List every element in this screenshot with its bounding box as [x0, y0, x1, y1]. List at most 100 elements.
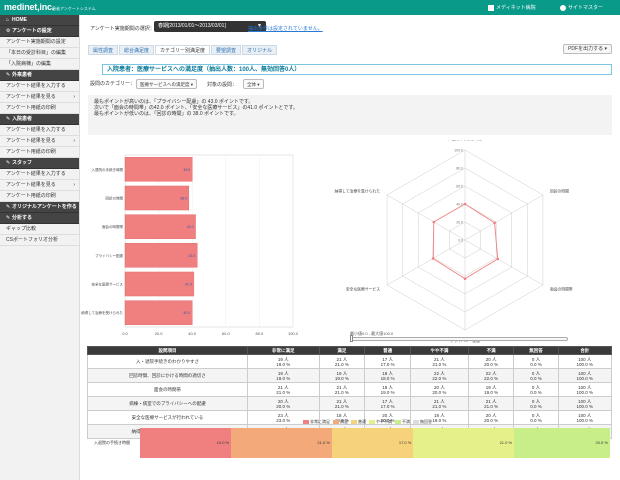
- period-select[interactable]: 春期[2013/01/01〜2013/03/01] ▼: [154, 21, 266, 32]
- sidebar-item[interactable]: CSポートフォリオ分析: [0, 235, 79, 246]
- radar-point[interactable]: [432, 220, 436, 224]
- cell-count: 19 人: [336, 370, 348, 376]
- sidebar-item[interactable]: アンケート用紙の印刷: [0, 191, 79, 202]
- filter-status-link[interactable]: 抽出条件は設定されていません。: [248, 26, 323, 32]
- tab[interactable]: カテゴリー別満足度: [155, 45, 211, 55]
- table-row: 回診時間、回診にかける時間の適切さ 19 人 19.0 % 19 人 19.0 % 18 …: [87, 368, 613, 383]
- sidebar-item-label: アンケート実施期間の設定: [6, 39, 66, 45]
- sidebar-item-label: 分析する: [12, 215, 33, 221]
- hospital-menu[interactable]: メディネット病院: [488, 4, 536, 11]
- tab[interactable]: 要望調査: [211, 45, 242, 55]
- radar-point[interactable]: [463, 202, 467, 206]
- cell-percent: 20.0 %: [484, 361, 499, 367]
- cell-percent: 20.0 %: [432, 389, 447, 395]
- bar[interactable]: [124, 271, 195, 297]
- target-label: 対象の設問：: [207, 82, 238, 88]
- stack-segment[interactable]: 20.0 %: [514, 428, 610, 458]
- sidebar-section-header[interactable]: ✎ 入院患者: [0, 114, 79, 125]
- radar-point[interactable]: [431, 257, 435, 260]
- sidebar-section-header[interactable]: ✎ オリジナルアンケートを作る: [0, 202, 79, 213]
- stack-segment[interactable]: 21.0 %: [413, 428, 515, 458]
- cell-count: 21 人: [277, 384, 289, 390]
- chevron-right-icon: ›: [73, 182, 75, 188]
- question-cell: 回診時間、回診にかける時間の適切さ: [87, 368, 248, 383]
- sidebar-item[interactable]: アンケート用紙の印刷: [0, 103, 79, 114]
- stack-segment[interactable]: 17.0 %: [331, 428, 414, 458]
- table-cell: 18 人 18.0 %: [364, 368, 411, 383]
- sidebar-section-header[interactable]: ⌂ HOME: [0, 15, 79, 26]
- cell-percent: 23.0 %: [276, 417, 291, 423]
- sidebar-item[interactable]: アンケート結果を入力する: [0, 169, 79, 180]
- cell-count: 19 人: [433, 412, 445, 418]
- bar[interactable]: [124, 214, 196, 239]
- bar[interactable]: [124, 243, 198, 268]
- sidebar-section-header[interactable]: ✎ スタッフ: [0, 158, 79, 169]
- cell-percent: 21.0 %: [432, 361, 447, 367]
- radar-point[interactable]: [493, 221, 496, 225]
- cell-count: 22 人: [485, 370, 497, 376]
- question-cell: 面会の時間帯: [87, 382, 248, 397]
- category-select[interactable]: 医療サービスへの満足度 ▾: [136, 79, 198, 89]
- sidebar-item[interactable]: 「入院病棟」の編集: [0, 59, 79, 70]
- slider-handle[interactable]: [350, 335, 353, 342]
- cell-count: 21 人: [433, 398, 445, 404]
- sidebar-item[interactable]: アンケート実施期間の設定: [0, 37, 79, 48]
- x-tick-label: 80.0: [256, 331, 265, 336]
- cell-count: 20 人: [382, 412, 393, 418]
- sidebar-item-label: アンケート結果を見る: [6, 182, 56, 188]
- sidebar-item[interactable]: アンケート結果を見る ›: [0, 136, 79, 147]
- user-menu[interactable]: サイトマスター: [560, 4, 603, 11]
- sidebar-item[interactable]: アンケート用紙の印刷: [0, 147, 79, 158]
- cell-percent: 21.0 %: [334, 389, 349, 395]
- sidebar-section-header[interactable]: ⚙ アンケートの設定: [0, 26, 79, 37]
- sidebar-item[interactable]: アンケート結果を見る ›: [0, 92, 79, 103]
- logo[interactable]: medinet,inc.: [4, 2, 55, 12]
- table-row: 面会の時間帯 21 人 21.0 % 21 人 21.0 % 19 人 19.0 % 20 人…: [87, 382, 613, 397]
- summary-box: 最もポイントが高いのは、「プライバシー配慮」の 43.0 ポイントです。 次いで…: [88, 95, 612, 135]
- section-icon: ✎: [6, 204, 11, 210]
- radar-axis-label: 納得して治療を受けられた: [335, 188, 381, 193]
- sidebar-item[interactable]: アンケート結果を入力する: [0, 125, 79, 136]
- legend-swatch: [369, 419, 375, 424]
- target-select[interactable]: 全体 ▾: [243, 79, 264, 89]
- sidebar-item[interactable]: アンケート結果を見る ›: [0, 180, 79, 191]
- radar-point[interactable]: [496, 257, 500, 261]
- summary-line: 次いで「面会の時間帯」の42.0 ポイント、「安全な医療サービス」の41.0 ポ…: [94, 105, 298, 111]
- tab[interactable]: オリジナル: [242, 45, 278, 55]
- sidebar-item[interactable]: 「本日の受診科目」の編集: [0, 48, 79, 59]
- cell-percent: 18.0 %: [380, 375, 395, 381]
- bar[interactable]: [124, 300, 193, 325]
- table-header: 普通: [364, 346, 411, 355]
- tab[interactable]: 属性調査: [88, 45, 119, 55]
- cell-count: 21 人: [433, 356, 445, 362]
- stacked-bar: 19.0 % 21.0 % 17.0 % 21.0 % 20.0 %: [140, 428, 610, 458]
- radar-spoke: [386, 239, 466, 286]
- sidebar-section-header[interactable]: ✎ 分析する: [0, 213, 79, 224]
- stack-segment[interactable]: 21.0 %: [231, 428, 332, 458]
- legend-label: 非常に満足: [310, 419, 330, 424]
- radar-ring-label: 80.0: [456, 167, 463, 171]
- pdf-export-button[interactable]: PDFを出力する ▾: [563, 44, 612, 54]
- tab[interactable]: 総合満足度: [119, 45, 155, 55]
- stack-row-label: 入退院の手続き時間: [94, 440, 130, 445]
- sidebar-item[interactable]: ギャップ比較: [0, 224, 79, 235]
- bar[interactable]: [124, 157, 193, 182]
- stack-segment[interactable]: 19.0 %: [140, 428, 232, 458]
- sidebar-item[interactable]: アンケート結果を入力する: [0, 81, 79, 92]
- range-slider[interactable]: [350, 337, 568, 341]
- radar-point[interactable]: [463, 277, 467, 280]
- bar[interactable]: [124, 185, 190, 211]
- cell-percent: 0.0 %: [530, 403, 542, 409]
- legend-label: やや不満: [376, 419, 392, 424]
- table-header: 合計: [557, 346, 613, 355]
- sidebar-section-header[interactable]: ✎ 外来患者: [0, 70, 79, 81]
